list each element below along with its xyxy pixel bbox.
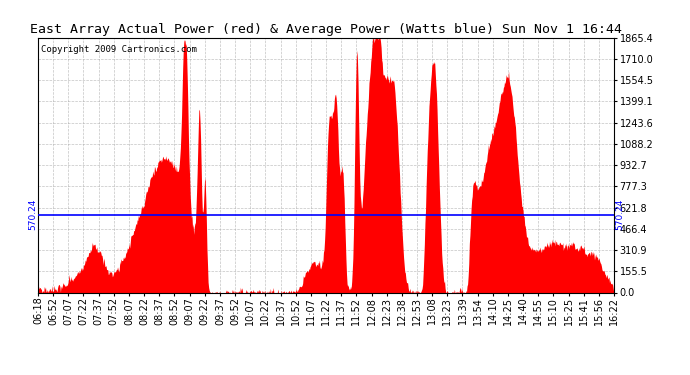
Text: 570.24: 570.24: [615, 199, 624, 230]
Text: Copyright 2009 Cartronics.com: Copyright 2009 Cartronics.com: [41, 45, 197, 54]
Title: East Array Actual Power (red) & Average Power (Watts blue) Sun Nov 1 16:44: East Array Actual Power (red) & Average …: [30, 23, 622, 36]
Text: 570.24: 570.24: [28, 199, 37, 230]
